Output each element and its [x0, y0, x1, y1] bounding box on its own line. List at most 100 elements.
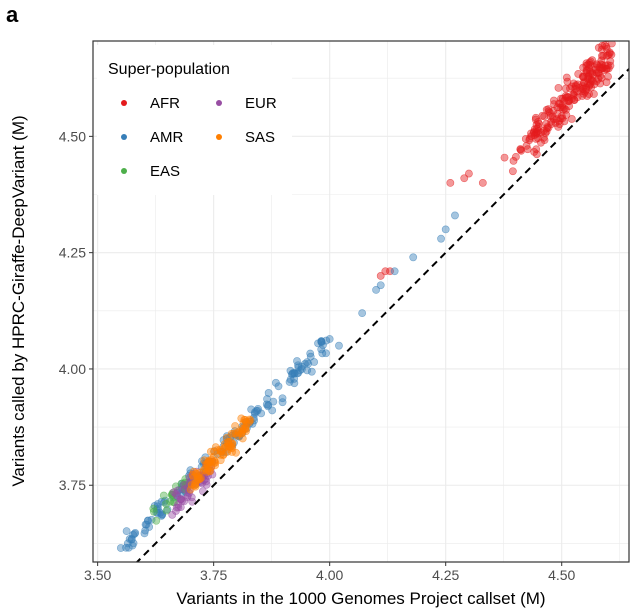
- legend-swatch: [216, 100, 222, 106]
- legend-item-eas: EAS: [121, 163, 180, 180]
- data-points: [116, 41, 616, 552]
- data-point: [274, 382, 283, 391]
- data-point: [562, 73, 571, 82]
- data-point: [386, 267, 394, 276]
- data-point: [189, 467, 198, 476]
- data-point: [123, 539, 132, 548]
- data-point: [556, 114, 565, 123]
- data-point: [532, 121, 541, 129]
- y-tick-label: 4.50: [59, 128, 86, 144]
- data-point: [460, 174, 469, 183]
- x-tick-label: 3.75: [200, 567, 227, 583]
- data-point: [390, 267, 399, 276]
- data-point: [141, 526, 150, 535]
- data-point: [159, 491, 168, 500]
- legend-label: AFR: [150, 95, 180, 112]
- data-point: [582, 66, 591, 75]
- legend-item-eur: EUR: [216, 95, 277, 112]
- series-sas: [186, 414, 255, 494]
- data-point: [599, 52, 608, 60]
- data-point: [205, 456, 213, 465]
- legend: Super-population AFR AMR EAS EUR SAS: [97, 45, 292, 195]
- data-point: [197, 474, 205, 482]
- data-point: [200, 456, 209, 465]
- y-axis-ticks: 3.75 4.00 4.25 4.50: [59, 128, 93, 493]
- legend-label: SAS: [245, 129, 275, 146]
- legend-swatch: [121, 168, 127, 174]
- data-point: [437, 234, 445, 243]
- data-point: [451, 211, 459, 220]
- data-point: [242, 417, 250, 426]
- data-point: [191, 479, 200, 488]
- data-point: [288, 369, 297, 378]
- data-point: [530, 148, 539, 156]
- data-point: [278, 394, 287, 403]
- data-point: [554, 83, 563, 92]
- data-point: [240, 424, 249, 433]
- data-point: [149, 504, 158, 513]
- data-point: [538, 111, 547, 120]
- data-point: [376, 272, 385, 280]
- legend-swatch: [121, 134, 127, 140]
- data-point: [147, 515, 156, 524]
- data-point: [446, 178, 455, 187]
- data-point: [381, 267, 390, 276]
- data-point: [441, 225, 450, 234]
- data-point: [263, 395, 271, 403]
- data-point: [211, 461, 219, 470]
- data-point: [335, 341, 343, 350]
- data-point: [317, 338, 326, 347]
- data-point: [149, 507, 158, 516]
- y-tick-label: 4.00: [59, 361, 86, 377]
- data-point: [583, 92, 592, 100]
- data-point: [594, 69, 603, 78]
- data-point: [294, 369, 303, 377]
- y-axis-title: Variants called by HPRC-Giraffe-DeepVari…: [9, 115, 28, 486]
- data-point: [129, 539, 138, 548]
- data-point: [152, 516, 161, 525]
- data-point: [598, 41, 607, 50]
- x-tick-label: 4.00: [316, 567, 343, 583]
- data-point: [303, 358, 311, 367]
- data-point: [233, 431, 242, 440]
- data-point: [570, 96, 579, 105]
- data-point: [564, 97, 573, 105]
- legend-item-sas: SAS: [216, 129, 275, 146]
- data-point: [550, 100, 558, 109]
- data-point: [220, 443, 229, 452]
- y-tick-label: 3.75: [59, 477, 86, 493]
- legend-label: AMR: [150, 129, 184, 146]
- data-point: [376, 281, 385, 290]
- data-point: [231, 422, 240, 430]
- data-point: [162, 500, 170, 508]
- series-afr: [376, 41, 616, 280]
- legend-item-afr: AFR: [121, 95, 180, 112]
- legend-background: [97, 45, 292, 195]
- legend-swatch: [216, 134, 222, 140]
- data-point: [306, 349, 315, 358]
- data-point: [560, 104, 569, 113]
- data-point: [604, 72, 612, 81]
- legend-label: EAS: [150, 163, 180, 180]
- legend-item-amr: AMR: [121, 129, 184, 146]
- data-point: [142, 520, 151, 529]
- data-point: [224, 438, 233, 447]
- plot-border: [92, 40, 630, 563]
- data-point: [178, 496, 186, 505]
- data-point: [310, 358, 319, 366]
- data-point: [252, 407, 261, 415]
- x-axis-title: Variants in the 1000 Genomes Project cal…: [176, 589, 545, 608]
- data-point: [555, 120, 564, 129]
- data-point: [523, 145, 532, 154]
- data-point: [166, 497, 174, 506]
- data-point: [607, 50, 616, 59]
- data-point: [533, 124, 541, 133]
- data-point: [317, 345, 326, 354]
- data-point: [509, 157, 518, 165]
- data-point: [516, 145, 525, 154]
- data-point: [127, 535, 136, 543]
- data-point: [216, 451, 225, 459]
- data-point: [601, 61, 610, 70]
- data-point: [608, 41, 612, 42]
- identity-reference-line: [135, 68, 629, 562]
